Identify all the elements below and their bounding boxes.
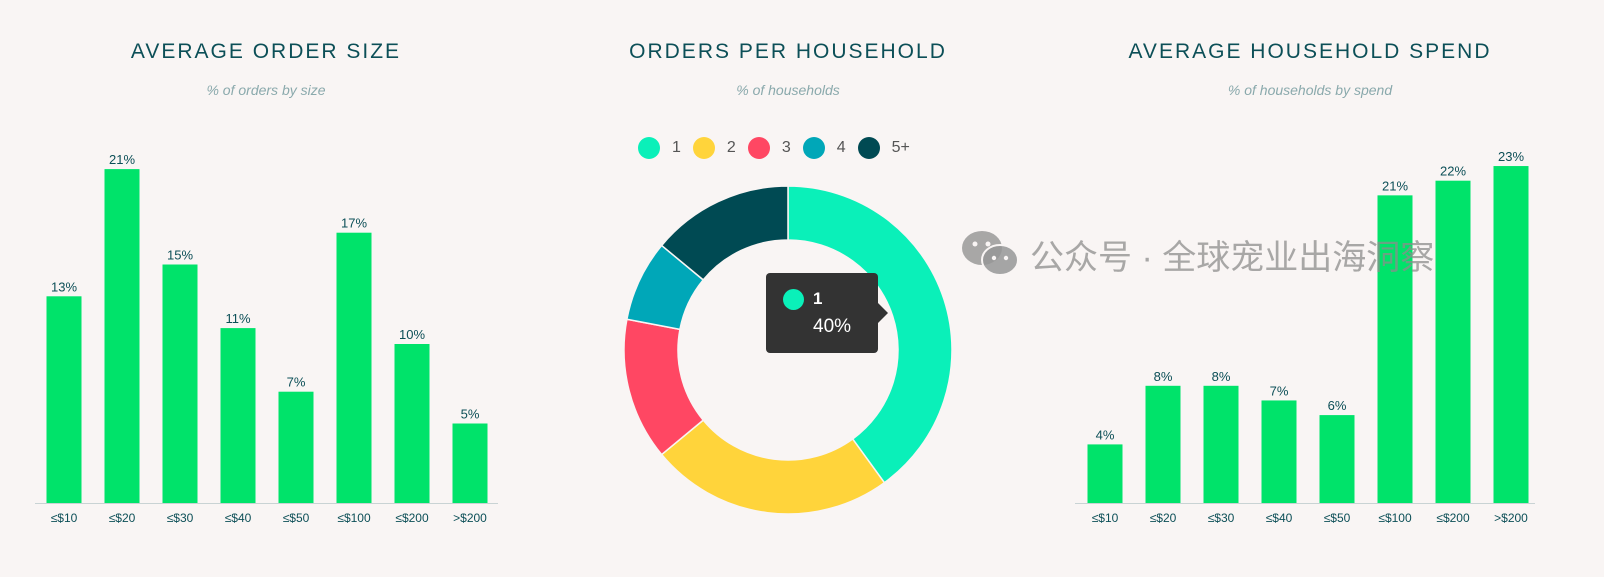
bar xyxy=(336,232,372,503)
x-tick-label: ≤$40 xyxy=(225,511,252,525)
watermark-text: 公众号 · 全球宠业出海洞察 xyxy=(1030,238,1435,277)
bar xyxy=(394,344,430,503)
bar xyxy=(1145,385,1181,503)
legend-label: 2 xyxy=(726,139,736,156)
legend-item[interactable]: 5+ xyxy=(857,137,910,159)
bar-data-label: 5% xyxy=(461,407,480,422)
x-tick-label: ≤$30 xyxy=(167,511,194,525)
chart-title-orders-household: ORDERS PER HOUSEHOLD xyxy=(629,40,947,63)
x-tick-label: >$200 xyxy=(453,511,487,525)
donut-legend: 1 2 3 4 5+ xyxy=(638,137,910,159)
tooltip-value: 40% xyxy=(813,316,852,337)
bar xyxy=(104,169,140,503)
bar-data-label: 21% xyxy=(109,152,135,167)
legend-item[interactable]: 1 xyxy=(638,137,681,159)
bar xyxy=(1377,195,1413,503)
legend-label: 5+ xyxy=(891,139,910,156)
x-tick-label: ≤$200 xyxy=(395,511,429,525)
bar xyxy=(162,264,198,503)
legend-item[interactable]: 4 xyxy=(802,137,846,159)
wechat-icon xyxy=(962,231,1019,276)
bar xyxy=(46,296,82,503)
legend-label: 3 xyxy=(781,139,791,156)
x-tick-label: >$200 xyxy=(1494,511,1528,525)
bar-data-label: 11% xyxy=(225,311,250,326)
x-tick-label: ≤$10 xyxy=(51,511,78,525)
bar-data-label: 13% xyxy=(51,279,77,294)
donut-tooltip: 1 40% xyxy=(766,273,888,353)
bar xyxy=(452,423,488,503)
bar-data-label: 8% xyxy=(1212,369,1231,384)
bar xyxy=(278,391,314,503)
bar xyxy=(1319,415,1355,503)
bar xyxy=(1261,400,1297,503)
x-tick-label: ≤$40 xyxy=(1266,511,1293,525)
tooltip-swatch xyxy=(783,289,804,310)
x-tick-label: ≤$20 xyxy=(109,511,136,525)
bar-data-label: 15% xyxy=(167,248,193,263)
bar-data-label: 10% xyxy=(399,327,425,342)
x-tick-label: ≤$200 xyxy=(1436,511,1470,525)
bar-data-label: 4% xyxy=(1096,427,1115,442)
chart-subtitle-order-size: % of orders by size xyxy=(206,82,326,98)
bar-data-label: 22% xyxy=(1440,164,1466,179)
donut-slice xyxy=(660,185,789,281)
legend-swatch xyxy=(747,137,770,159)
legend-swatch xyxy=(857,137,880,159)
bar-data-label: 23% xyxy=(1498,149,1524,164)
legend-swatch xyxy=(638,137,660,159)
chart-title-order-size: AVERAGE ORDER SIZE xyxy=(130,40,402,63)
bar xyxy=(220,328,256,503)
bar-data-label: 6% xyxy=(1328,398,1347,413)
bar xyxy=(1203,385,1239,503)
x-tick-label: ≤$100 xyxy=(1378,511,1412,525)
legend-label: 1 xyxy=(672,139,681,156)
chart-title-household-spend: AVERAGE HOUSEHOLD SPEND xyxy=(1128,40,1492,63)
watermark: 公众号 · 全球宠业出海洞察 xyxy=(960,228,1434,280)
x-tick-label: ≤$100 xyxy=(337,511,371,525)
bar-data-label: 7% xyxy=(287,375,306,390)
bar xyxy=(1435,180,1471,503)
tooltip-category: 1 xyxy=(813,289,823,308)
x-tick-label: ≤$30 xyxy=(1208,511,1235,525)
donut-slice xyxy=(660,419,886,515)
x-tick-label: ≤$10 xyxy=(1092,511,1119,525)
bar-data-label: 7% xyxy=(1270,383,1289,398)
bar xyxy=(1087,444,1123,503)
x-tick-label: ≤$50 xyxy=(1324,511,1351,525)
legend-swatch xyxy=(802,137,825,159)
legend-item[interactable]: 3 xyxy=(747,137,791,159)
legend-swatch xyxy=(692,137,715,159)
bar-data-label: 17% xyxy=(341,216,367,231)
x-tick-label: ≤$50 xyxy=(283,511,310,525)
x-tick-label: ≤$20 xyxy=(1150,511,1177,525)
legend-label: 4 xyxy=(836,139,846,156)
chart-subtitle-household-spend: % of households by spend xyxy=(1227,82,1393,98)
bar-data-label: 21% xyxy=(1382,178,1408,193)
chart-subtitle-orders-household: % of households xyxy=(736,82,840,98)
bar-data-label: 8% xyxy=(1154,369,1173,384)
legend-item[interactable]: 2 xyxy=(692,137,736,159)
bar xyxy=(1493,166,1529,504)
